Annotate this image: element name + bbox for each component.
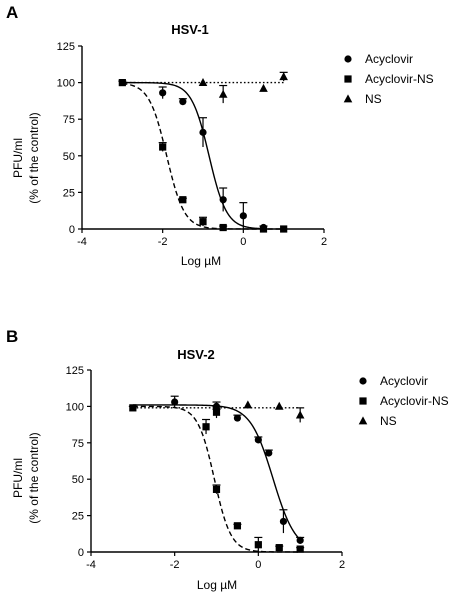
data-point-acyclovir-ns [179,196,187,204]
data-point-acyclovir-ns [212,408,221,416]
panel-b: B HSV-2 PFU/ml (% of the control) Log µM… [6,327,449,592]
fit-curves-b [132,404,301,553]
data-points-b [128,395,305,553]
y-axis-label-line2-b: (% of the control) [27,432,41,523]
legend-marker-acyclovir-ns [359,397,367,405]
data-point-acyclovir [296,536,304,544]
x-tick-label: -4 [77,236,87,248]
fit-curve-acyclovir-ns [122,82,284,230]
data-point-ns [259,83,268,92]
legend-marker-acyclovir [359,377,367,385]
data-point-acyclovir-ns [233,522,242,530]
data-point-acyclovir-ns [202,423,210,431]
legend-marker-ns [343,94,353,103]
y-tick-label: 75 [63,114,75,126]
y-tick-label: 125 [57,41,75,53]
panel-a: A HSV-1 PFU/ml (% of the control) Log µM… [6,3,434,268]
data-point-ns [279,72,288,81]
data-point-acyclovir [171,398,179,406]
data-point-acyclovir [199,128,207,136]
data-point-ns [218,89,228,98]
x-axis-label-a: Log µM [181,254,221,268]
data-point-acyclovir-ns [275,544,283,552]
y-tick-label: 25 [63,187,75,199]
data-point-acyclovir [233,414,242,422]
data-point-ns [274,401,284,410]
chart-title-b: HSV-2 [177,347,215,362]
y-tick-label: 100 [66,401,84,413]
legend-marker-ns [358,416,368,425]
x-tick-label: -4 [86,559,96,571]
data-point-ns [212,401,221,410]
data-point-acyclovir-ns [254,541,262,549]
legend-marker-acyclovir [344,55,352,63]
legend-label: Acyclovir-NS [380,394,449,408]
legend-label: Acyclovir-NS [365,72,434,86]
legend-marker-acyclovir-ns [344,75,352,83]
y-axis-label-line1-b: PFU/ml [11,458,25,498]
legend-label: Acyclovir [365,52,413,66]
legend-label: NS [380,414,397,428]
data-points-a [118,71,288,233]
legend-label: Acyclovir [380,374,428,388]
data-point-acyclovir [254,436,262,444]
y-tick-label: 25 [72,511,84,523]
data-point-acyclovir-ns [296,545,304,553]
y-tick-label: 50 [72,474,84,486]
y-tick-label: 125 [66,365,84,377]
data-point-ns [243,400,253,409]
x-tick-label: 0 [255,559,261,571]
x-tick-label: 2 [339,559,345,571]
data-point-acyclovir [279,517,288,526]
data-point-acyclovir-ns [129,404,137,412]
chart-title-a: HSV-1 [171,22,209,37]
data-point-acyclovir [239,212,247,220]
y-tick-label: 0 [69,224,75,236]
data-point-acyclovir [219,196,227,204]
data-point-ns [198,78,208,86]
x-tick-label: -2 [170,559,180,571]
panel-letter-a: A [6,3,18,22]
legend-label: NS [365,92,382,106]
axes-a: 0 25 50 75 100 125 -4 -2 0 2 [57,41,327,248]
data-point-acyclovir-ns [280,225,288,233]
x-tick-label: 2 [321,236,327,248]
data-point-acyclovir-ns [219,223,227,232]
data-point-ns [295,410,305,419]
panel-letter-b: B [6,327,18,346]
y-tick-label: 0 [78,547,84,559]
data-point-acyclovir-ns [212,485,221,493]
x-axis-label-b: Log µM [197,578,237,592]
data-point-acyclovir [159,89,167,97]
legend-a: Acyclovir Acyclovir-NS NS [343,52,434,106]
fit-curve-acyclovir [132,404,301,541]
data-point-acyclovir [179,98,187,106]
data-point-acyclovir-ns [159,143,167,151]
fit-curve-acyclovir [122,81,264,230]
y-tick-label: 50 [63,151,75,163]
data-point-acyclovir-ns [199,218,207,226]
fit-curve-acyclovir-ns [132,405,301,553]
y-axis-label-line2-a: (% of the control) [27,112,41,203]
y-tick-label: 75 [72,438,84,450]
x-tick-label: 0 [240,236,246,248]
data-point-acyclovir-ns [259,225,268,233]
data-point-acyclovir-ns [118,79,126,87]
data-point-acyclovir [265,449,273,457]
y-tick-label: 100 [57,78,75,90]
legend-b: Acyclovir Acyclovir-NS NS [358,374,449,428]
y-axis-label-line1-a: PFU/ml [11,138,25,178]
fit-curves-a [122,81,284,230]
x-tick-label: -2 [158,236,168,248]
